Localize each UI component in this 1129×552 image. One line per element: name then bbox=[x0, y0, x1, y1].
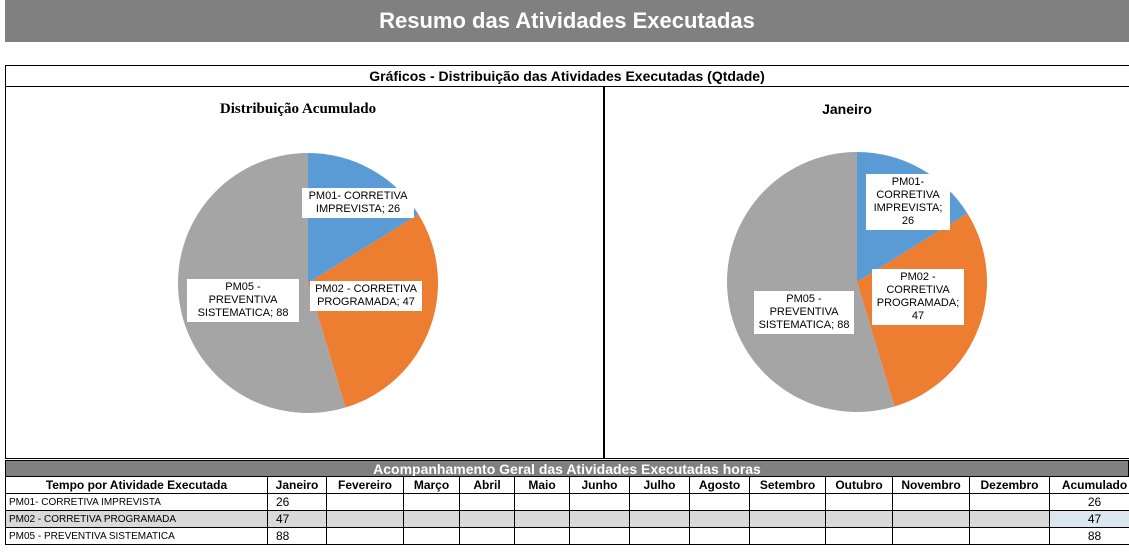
cell bbox=[515, 494, 570, 511]
cell bbox=[404, 511, 460, 528]
data-label: PM05 - PREVENTIVA SISTEMATICA; 88 bbox=[754, 290, 854, 334]
cell bbox=[630, 494, 690, 511]
cell bbox=[750, 494, 826, 511]
cell bbox=[690, 494, 750, 511]
data-label: PM02 - CORRETIVA PROGRAMADA; 47 bbox=[872, 269, 964, 325]
column-header: Maio bbox=[515, 477, 570, 494]
column-header: Outubro bbox=[826, 477, 893, 494]
column-header: Abril bbox=[460, 477, 515, 494]
cell bbox=[970, 528, 1050, 545]
cell bbox=[570, 494, 630, 511]
cell bbox=[460, 528, 515, 545]
cell bbox=[750, 511, 826, 528]
pie-slice bbox=[727, 152, 895, 412]
row-label: PM02 - CORRETIVA PROGRAMADA bbox=[5, 511, 268, 528]
pie-slice bbox=[308, 153, 419, 283]
column-header: Dezembro bbox=[970, 477, 1050, 494]
column-header: Março bbox=[404, 477, 460, 494]
cell bbox=[826, 494, 893, 511]
pie-title: Janeiro bbox=[822, 101, 872, 117]
row-label: PM01- CORRETIVA IMPREVISTA bbox=[5, 494, 268, 511]
total-cell: 88 bbox=[1050, 528, 1129, 545]
data-label: PM01- CORRETIVA IMPREVISTA; 26 bbox=[866, 174, 950, 230]
total-cell: 26 bbox=[1050, 494, 1129, 511]
cell bbox=[630, 511, 690, 528]
cell bbox=[404, 528, 460, 545]
cell bbox=[570, 511, 630, 528]
cell bbox=[690, 511, 750, 528]
cell bbox=[750, 528, 826, 545]
cell bbox=[970, 494, 1050, 511]
column-header: Agosto bbox=[690, 477, 750, 494]
row-label: PM05 - PREVENTIVA SISTEMATICA bbox=[5, 528, 268, 545]
column-header: Janeiro bbox=[268, 477, 327, 494]
divider bbox=[603, 87, 605, 459]
value-cell: 47 bbox=[268, 511, 327, 528]
table-title: Acompanhamento Geral das Atividades Exec… bbox=[5, 460, 1129, 477]
cell bbox=[690, 528, 750, 545]
cell bbox=[515, 511, 570, 528]
pie-title: Distribuição Acumulado bbox=[219, 101, 377, 117]
cell bbox=[630, 528, 690, 545]
cell bbox=[327, 528, 404, 545]
column-header: Tempo por Atividade Executada bbox=[5, 477, 268, 494]
charts-title: Gráficos - Distribuição das Atividades E… bbox=[5, 65, 1129, 87]
data-label: PM02 - CORRETIVA PROGRAMADA; 47 bbox=[310, 281, 422, 311]
column-header: Setembro bbox=[750, 477, 826, 494]
cell bbox=[826, 528, 893, 545]
cell bbox=[460, 494, 515, 511]
cell bbox=[893, 494, 970, 511]
column-header: Junho bbox=[570, 477, 630, 494]
banner: Resumo das Atividades Executadas bbox=[5, 0, 1129, 42]
data-label: PM01- CORRETIVA IMPREVISTA; 26 bbox=[302, 188, 414, 218]
cell bbox=[893, 511, 970, 528]
cell bbox=[826, 511, 893, 528]
cell bbox=[460, 511, 515, 528]
cell bbox=[515, 528, 570, 545]
charts-frame bbox=[5, 65, 1129, 459]
data-label: PM05 - PREVENTIVA SISTEMATICA; 88 bbox=[187, 278, 299, 322]
value-cell: 26 bbox=[268, 494, 327, 511]
cell bbox=[893, 528, 970, 545]
cell bbox=[404, 494, 460, 511]
cell bbox=[327, 511, 404, 528]
cell bbox=[970, 511, 1050, 528]
column-header: Fevereiro bbox=[327, 477, 404, 494]
column-header: Julho bbox=[630, 477, 690, 494]
column-header: Novembro bbox=[893, 477, 970, 494]
column-header: Acumulado bbox=[1050, 477, 1129, 494]
cell bbox=[570, 528, 630, 545]
value-cell: 88 bbox=[268, 528, 327, 545]
cell bbox=[327, 494, 404, 511]
total-cell: 47 bbox=[1050, 511, 1129, 528]
